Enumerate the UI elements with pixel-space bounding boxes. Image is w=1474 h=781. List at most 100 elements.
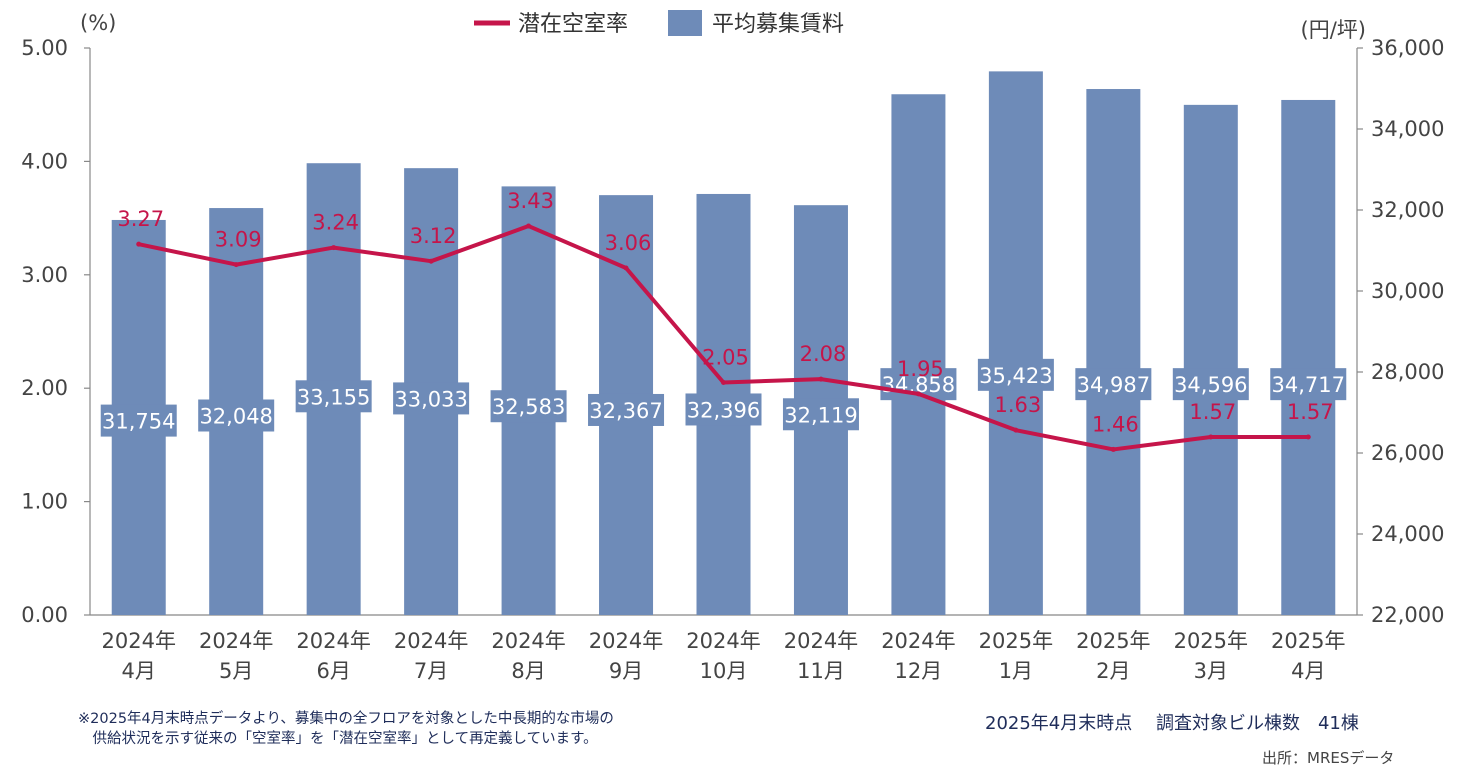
vacancy-point-4 [428, 258, 434, 264]
x-tick-label-year-3: 2024年 [296, 629, 370, 653]
bar-label-box-2 [198, 399, 275, 432]
left-axis-unit: (%) [80, 11, 116, 35]
bar-label-box-5 [490, 390, 567, 423]
bar-label-4: 33,033 [394, 387, 467, 411]
legend-line-label: 潜在空室率 [518, 12, 628, 37]
vacancy-point-2 [233, 262, 239, 268]
x-tick-label-year-13: 2025年 [1271, 629, 1345, 653]
x-tick-label-year-6: 2024年 [589, 629, 663, 653]
right-tick-label: 32,000 [1371, 198, 1444, 222]
x-tick-label-month-12: 3月 [1194, 659, 1228, 683]
bar-label-box-10 [977, 358, 1054, 391]
vacancy-point-12 [1208, 434, 1214, 440]
x-tick-label-month-6: 9月 [609, 659, 643, 683]
x-tick-label-month-13: 4月 [1291, 659, 1325, 683]
vacancy-label-5: 3.43 [507, 189, 554, 213]
bar-label-13: 34,717 [1272, 373, 1345, 397]
chart: 0.00 1.00 2.00 3.00 4.00 5.00 22,000 24,000 26,0… [21, 10, 1444, 683]
x-tick-label-month-4: 7月 [414, 659, 448, 683]
vacancy-point-6 [623, 265, 629, 271]
bar-13 [1281, 99, 1336, 616]
vacancy-label-4: 3.12 [410, 224, 457, 248]
x-tick-label-month-2: 5月 [219, 659, 253, 683]
bar-label-box-12 [1172, 368, 1249, 401]
source-note: 出所：MRESデータ [1262, 749, 1395, 767]
legend-bar-label: 平均募集賃料 [712, 12, 844, 37]
vacancy-point-9 [915, 391, 921, 397]
bar-label-box-13 [1270, 368, 1347, 401]
bar-label-10: 35,423 [979, 364, 1052, 388]
vacancy-label-11: 1.46 [1092, 412, 1139, 436]
x-tick-label-month-9: 12月 [895, 659, 943, 683]
x-tick-label-year-7: 2024年 [686, 629, 760, 653]
vacancy-point-11 [1110, 446, 1116, 452]
vacancy-point-13 [1305, 434, 1311, 440]
right-axis-unit: (円/坪) [1301, 18, 1366, 42]
x-tick-label-year-10: 2025年 [979, 629, 1053, 653]
vacancy-label-8: 2.08 [800, 342, 847, 366]
vacancy-point-7 [721, 380, 726, 386]
bar-label-8: 32,119 [784, 403, 857, 427]
bar-label-box-11 [1075, 368, 1152, 401]
bar-label-2: 32,048 [199, 405, 272, 429]
bar-label-box-3 [295, 380, 372, 413]
x-tick-label-month-10: 1月 [999, 659, 1033, 683]
bar-label-box-1 [100, 404, 177, 437]
bar-label-11: 34,987 [1077, 373, 1150, 397]
x-tick-label-year-4: 2024年 [394, 629, 468, 653]
bar-label-5: 32,583 [492, 395, 565, 419]
left-tick-label: 0.00 [21, 603, 68, 627]
vacancy-label-2: 3.09 [215, 228, 262, 252]
x-tick-label-month-3: 6月 [316, 659, 350, 683]
x-tick-label-month-8: 11月 [797, 659, 845, 683]
bar-label-box-6 [588, 393, 665, 426]
bar-label-6: 32,367 [589, 399, 662, 423]
x-tick-label-month-5: 8月 [511, 659, 545, 683]
x-tick-label-year-8: 2024年 [784, 629, 858, 653]
vacancy-label-1: 3.27 [117, 207, 164, 231]
bar-label-1: 31,754 [102, 410, 175, 434]
vacancy-label-7: 2.05 [702, 346, 749, 370]
bar-label-box-7 [685, 393, 762, 426]
right-tick-label: 26,000 [1371, 441, 1444, 465]
bar-12 [1183, 104, 1238, 615]
bar-label-box-4 [393, 382, 470, 415]
bar-11 [1086, 89, 1141, 616]
x-tick-label-year-11: 2025年 [1076, 629, 1150, 653]
footnote: ※2025年4月末時点データより、募集中の全フロアを対象とした中長期的な市場の … [78, 709, 614, 749]
vacancy-label-3: 3.24 [312, 211, 359, 235]
right-tick-label: 22,000 [1371, 603, 1444, 627]
left-tick-label: 3.00 [21, 263, 68, 287]
bar-label-7: 32,396 [687, 398, 760, 422]
right-tick-label: 28,000 [1371, 360, 1444, 384]
left-tick-label: 1.00 [21, 490, 68, 514]
x-tick-label-year-5: 2024年 [491, 629, 565, 653]
x-tick-label-month-7: 10月 [700, 659, 748, 683]
bar-label-12: 34,596 [1174, 373, 1247, 397]
x-tick-label-year-2: 2024年 [199, 629, 273, 653]
left-tick-label: 4.00 [21, 149, 68, 173]
vacancy-point-10 [1013, 427, 1019, 433]
x-tick-label-month-1: 4月 [122, 659, 156, 683]
vacancy-label-6: 3.06 [605, 231, 652, 255]
bar-9 [891, 94, 946, 616]
right-tick-label: 24,000 [1371, 522, 1444, 546]
x-tick-label-year-9: 2024年 [881, 629, 955, 653]
legend-bar-swatch [668, 10, 702, 36]
vacancy-point-5 [526, 223, 532, 229]
as-of-note: 2025年4月末時点 調査対象ビル棟数 41棟 [985, 713, 1359, 734]
footnote-line-2: 供給状況を示す従来の「空室率」を「潜在空室率」として再定義しています。 [78, 731, 598, 747]
footnote-line-1: ※2025年4月末時点データより、募集中の全フロアを対象とした中長期的な市場の [78, 711, 614, 727]
bar-label-box-8 [782, 398, 859, 431]
vacancy-point-3 [331, 245, 337, 251]
vacancy-label-13: 1.57 [1287, 400, 1334, 424]
vacancy-point-1 [136, 241, 142, 247]
bar-label-3: 33,155 [297, 385, 370, 409]
x-tick-label-year-12: 2025年 [1174, 629, 1248, 653]
vacancy-label-9: 1.95 [897, 357, 944, 381]
right-tick-label: 30,000 [1371, 279, 1444, 303]
vacancy-label-12: 1.57 [1189, 400, 1236, 424]
x-tick-label-month-11: 2月 [1096, 659, 1130, 683]
left-tick-label: 2.00 [21, 376, 68, 400]
left-tick-label: 5.00 [21, 36, 68, 60]
